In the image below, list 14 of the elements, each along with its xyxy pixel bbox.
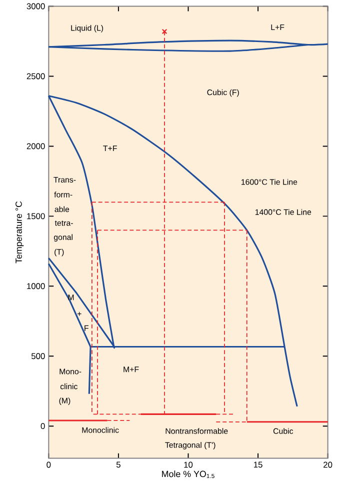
- y-tick-label: 1500: [27, 213, 45, 220]
- y-tick-label: 2500: [27, 73, 45, 80]
- y-tick-label: 2000: [27, 143, 45, 150]
- y-tick-label: 500: [32, 353, 45, 360]
- x-tick-label: 20: [324, 462, 332, 468]
- x-axis-title: Mole % YO$_{1.5}$: [162, 470, 215, 478]
- x-tick-label: 10: [184, 462, 193, 468]
- x-tick-label: 5: [116, 462, 121, 468]
- y-tick-label: 0: [40, 423, 45, 430]
- y-tick-label: 1000: [27, 283, 45, 290]
- y-tick-label: 3000: [26, 3, 45, 10]
- y-axis-title: Temperature °C: [16, 201, 24, 264]
- x-tick-label: 15: [254, 462, 262, 468]
- x-tick-label: 0: [46, 462, 51, 468]
